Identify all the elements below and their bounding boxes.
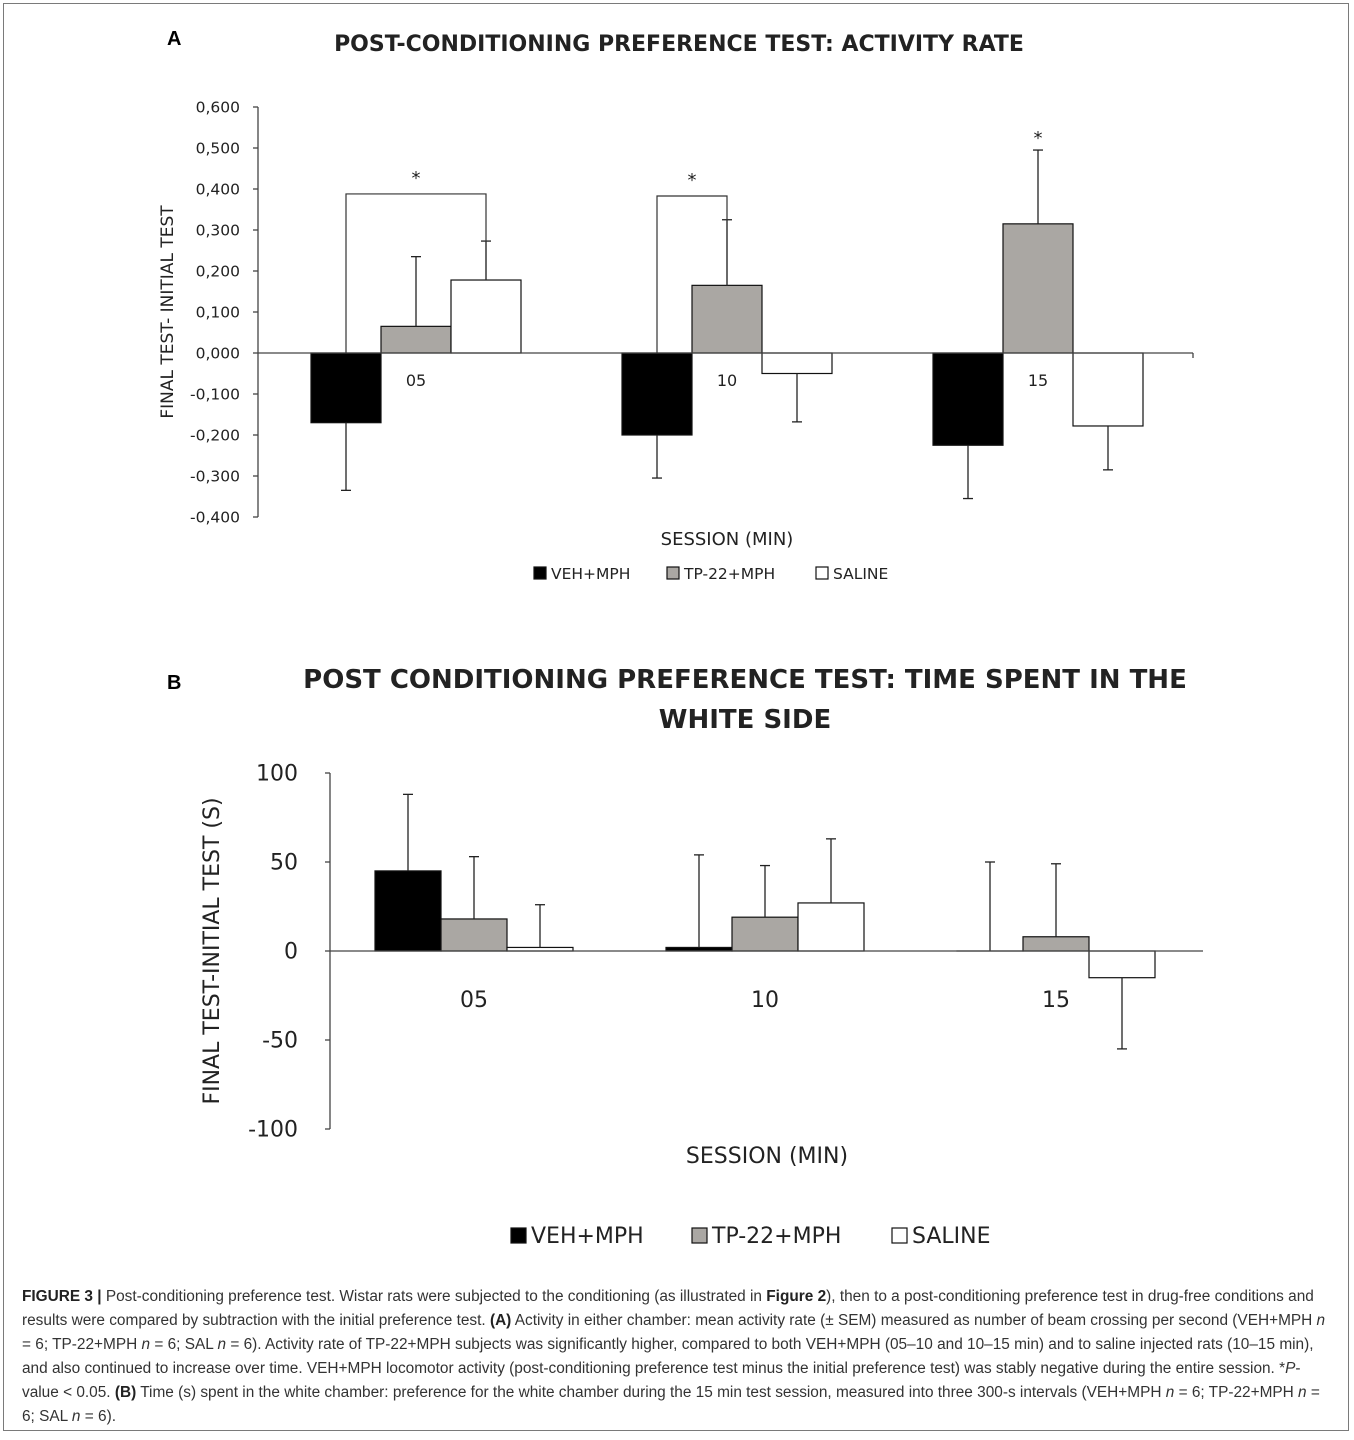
caption-n: n bbox=[1316, 1312, 1326, 1329]
y-tick-label: 0,500 bbox=[196, 139, 240, 157]
y-tick-label: -0,200 bbox=[190, 426, 240, 444]
legend-swatch bbox=[666, 566, 680, 580]
legend-swatch bbox=[691, 1227, 708, 1244]
bar-tp-22-mph bbox=[1002, 223, 1074, 354]
x-tick-label: 10 bbox=[717, 371, 737, 390]
caption-text-b: Time (s) spent in the white chamber: pre… bbox=[136, 1384, 1166, 1401]
y-tick-label: 0 bbox=[284, 940, 298, 965]
bar-tp-22-mph bbox=[440, 918, 508, 952]
y-tick-label: 50 bbox=[270, 851, 298, 876]
bar-veh-mph bbox=[932, 352, 1004, 446]
legend-label: SALINE bbox=[912, 1224, 991, 1249]
y-tick-label: 0,300 bbox=[196, 221, 240, 239]
y-tick-label: 0,400 bbox=[196, 180, 240, 198]
y-tick-label: 0,000 bbox=[196, 344, 240, 362]
bar-saline bbox=[450, 279, 522, 354]
caption-label-b: (B) bbox=[114, 1384, 137, 1401]
caption-text: ), then to a post-conditioning preferenc… bbox=[22, 1288, 1314, 1329]
x-tick-label: 05 bbox=[406, 371, 426, 390]
y-tick-label: -0,300 bbox=[190, 467, 240, 485]
y-tick-label: 0,600 bbox=[196, 98, 240, 116]
caption-text: = 6; SAL bbox=[22, 1384, 1320, 1425]
x-tick-label: 15 bbox=[1028, 371, 1048, 390]
bar-saline bbox=[1088, 950, 1156, 979]
caption-intro: Post-conditioning preference test. Wista… bbox=[105, 1288, 767, 1305]
caption-text: = 6; TP-22+MPH bbox=[1174, 1384, 1299, 1401]
y-axis-label: FINAL TEST- INITIAL TEST bbox=[158, 205, 178, 419]
x-axis-label: SESSION (MIN) bbox=[686, 1144, 848, 1169]
bar-saline bbox=[1072, 352, 1144, 427]
x-axis-label: SESSION (MIN) bbox=[661, 529, 794, 550]
caption-text: = 6; SAL bbox=[150, 1336, 218, 1353]
legend-label: TP-22+MPH bbox=[711, 1224, 841, 1249]
figure-charts: A B POST-CONDITIONING PREFERENCE TEST: A… bbox=[158, 28, 1203, 1249]
panel-b-letter: B bbox=[167, 672, 181, 694]
legend-swatch bbox=[815, 566, 829, 580]
caption-separator: | bbox=[92, 1288, 106, 1305]
caption-figure-ref: Figure 2 bbox=[766, 1288, 827, 1305]
caption-n: n bbox=[1298, 1384, 1307, 1401]
y-tick-label: -100 bbox=[248, 1118, 298, 1143]
legend-label: SALINE bbox=[833, 565, 888, 583]
bar-saline bbox=[761, 352, 833, 375]
caption-text: = 6; TP-22+MPH bbox=[22, 1336, 142, 1353]
legend-label: VEH+MPH bbox=[531, 1224, 644, 1249]
panel-a-letter: A bbox=[167, 28, 181, 50]
significance-star: * bbox=[688, 170, 697, 191]
chart-title-line: POST CONDITIONING PREFERENCE TEST: TIME … bbox=[303, 665, 1187, 695]
y-tick-label: -50 bbox=[262, 1029, 298, 1054]
bar-tp-22-mph bbox=[731, 916, 799, 952]
bar-veh-mph bbox=[621, 352, 693, 436]
x-tick-label: 15 bbox=[1042, 988, 1070, 1013]
x-tick-label: 10 bbox=[751, 988, 779, 1013]
legend-swatch bbox=[891, 1227, 908, 1244]
caption-text-a: Activity in either chamber: mean activit… bbox=[511, 1312, 1317, 1329]
legend-swatch bbox=[510, 1227, 527, 1244]
y-tick-label: -0,100 bbox=[190, 385, 240, 403]
significance-bracket bbox=[656, 195, 728, 353]
legend-label: VEH+MPH bbox=[551, 565, 630, 583]
caption-n: n bbox=[141, 1336, 151, 1353]
legend-label: TP-22+MPH bbox=[683, 565, 775, 583]
bar-veh-mph bbox=[374, 870, 442, 952]
caption-n: n bbox=[71, 1408, 81, 1425]
x-tick-label: 05 bbox=[460, 988, 488, 1013]
significance-bracket bbox=[345, 193, 487, 353]
bar-tp-22-mph bbox=[1022, 936, 1090, 952]
y-tick-label: 0,200 bbox=[196, 262, 240, 280]
significance-star: * bbox=[1034, 128, 1043, 149]
y-axis-label: FINAL TEST-INITIAL TEST (S) bbox=[200, 797, 225, 1104]
bar-tp-22-mph bbox=[380, 325, 452, 354]
caption-n: n bbox=[217, 1336, 227, 1353]
bar-tp-22-mph bbox=[691, 284, 763, 354]
bar-veh-mph bbox=[310, 352, 382, 424]
caption-p: P bbox=[1285, 1360, 1296, 1377]
caption-text-b2: = 6). bbox=[80, 1408, 116, 1425]
y-tick-label: 100 bbox=[256, 762, 298, 787]
caption-label-a: (A) bbox=[489, 1312, 512, 1329]
caption-text-a2: = 6). Activity rate of TP-22+MPH subject… bbox=[22, 1336, 1314, 1377]
chart-title-line: WHITE SIDE bbox=[659, 705, 831, 735]
figure-caption: FIGURE 3 | Post-conditioning preference … bbox=[22, 1285, 1334, 1429]
bar-saline bbox=[797, 902, 865, 952]
significance-star: * bbox=[412, 168, 421, 189]
chart-title: POST-CONDITIONING PREFERENCE TEST: ACTIV… bbox=[334, 32, 1024, 57]
caption-text-a3: -value < 0.05. bbox=[22, 1360, 1301, 1401]
figure-frame bbox=[3, 3, 1349, 1431]
y-tick-label: 0,100 bbox=[196, 303, 240, 321]
caption-figure-label: FIGURE 3 bbox=[22, 1288, 93, 1305]
caption-n: n bbox=[1165, 1384, 1175, 1401]
legend-swatch bbox=[533, 566, 547, 580]
y-tick-label: -0,400 bbox=[190, 508, 240, 526]
